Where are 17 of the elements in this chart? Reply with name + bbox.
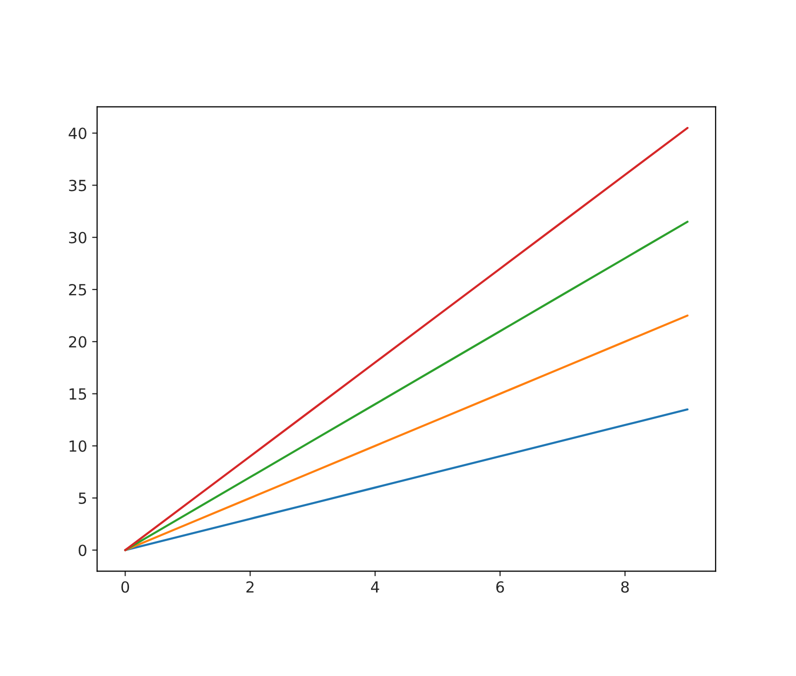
y-tick-label: 35 (69, 180, 86, 192)
y-tick-label: 10 (70, 440, 86, 452)
line-series (124, 126, 689, 552)
x-tick-label: 8 (621, 581, 629, 593)
x-tick-label: 2 (246, 581, 254, 593)
y-tick-label: 40 (68, 128, 86, 140)
x-tick-label: 0 (121, 581, 130, 593)
y-tick-label: 25 (69, 284, 86, 296)
line-series (124, 408, 689, 552)
y-tick-label: 30 (69, 232, 86, 244)
y-tick-label: 20 (69, 336, 86, 348)
y-tick-label: 5 (78, 492, 86, 504)
x-tick-label: 4 (371, 581, 380, 593)
y-tick-label: 0 (78, 544, 86, 556)
line-series (124, 314, 689, 552)
y-tick-label: 15 (70, 388, 86, 400)
x-tick-label: 6 (496, 581, 504, 593)
